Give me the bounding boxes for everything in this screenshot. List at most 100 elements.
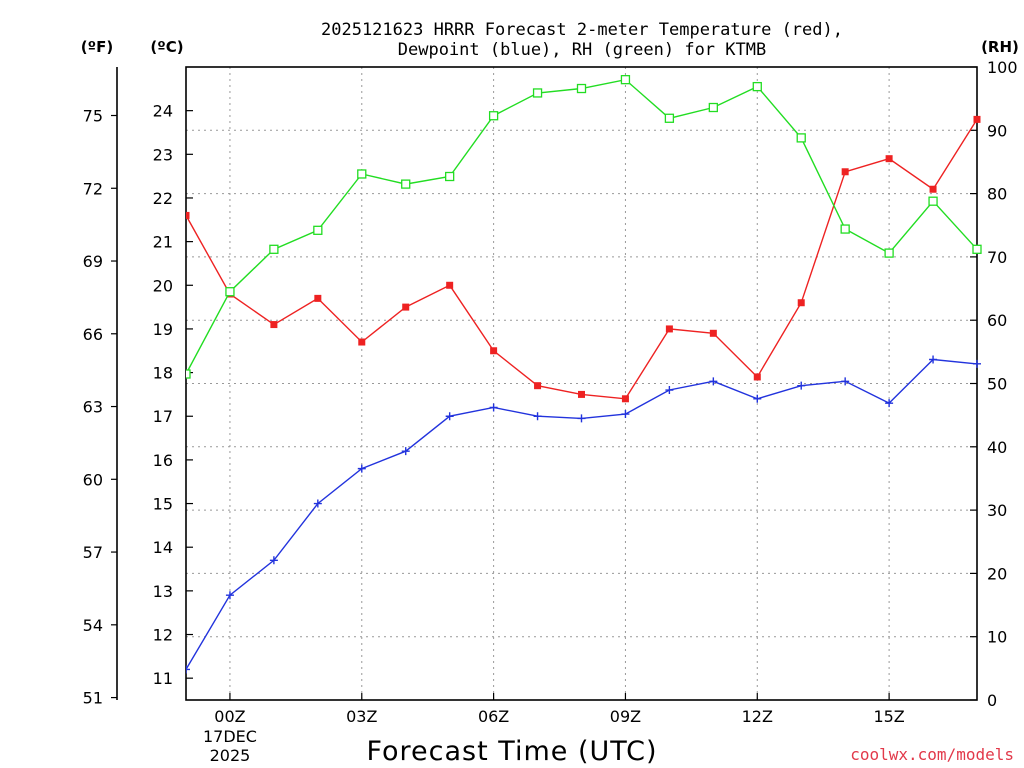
rh-point <box>884 248 894 258</box>
dewpoint-point <box>577 414 586 423</box>
dewpoint-point <box>445 412 454 421</box>
celsius-tick-label: 18 <box>153 364 173 383</box>
x-tick-label: 12Z <box>742 707 773 726</box>
x-year-label: 2025 <box>210 746 251 765</box>
rh-point <box>708 102 718 113</box>
dewpoint-series <box>186 355 981 674</box>
rh-tick-label: 0 <box>987 691 997 710</box>
rh-point <box>269 244 279 254</box>
rh-tick-label: 80 <box>987 185 1007 204</box>
fahrenheit-tick-label: 75 <box>83 107 103 126</box>
temperature-point <box>797 299 805 307</box>
temperature-point <box>885 155 893 163</box>
rh-tick-label: 90 <box>987 121 1007 140</box>
dewpoint-point <box>269 556 278 565</box>
dewpoint-point <box>709 377 718 386</box>
rh-tick-label: 30 <box>987 501 1007 520</box>
dewpoint-point <box>797 381 806 390</box>
dewpoint-point <box>885 399 894 408</box>
rh-point <box>576 83 587 94</box>
celsius-tick-label: 23 <box>153 145 173 164</box>
celsius-tick-label: 24 <box>153 102 173 121</box>
rh-tick-label: 70 <box>987 248 1007 267</box>
celsius-tick-label: 17 <box>153 407 173 426</box>
celsius-tick-label: 14 <box>153 538 173 557</box>
dewpoint-point <box>489 403 498 412</box>
dewpoint-point <box>533 412 542 421</box>
temperature-point <box>578 390 585 398</box>
fahrenheit-tick-label: 60 <box>83 470 103 489</box>
rh-point <box>532 88 543 98</box>
dewpoint-point <box>665 386 674 395</box>
temperature-point <box>665 325 673 333</box>
credit-text: coolwx.com/models <box>850 745 1014 764</box>
celsius-tick-label: 21 <box>153 233 173 252</box>
fahrenheit-tick-label: 72 <box>83 179 103 198</box>
temperature-point <box>358 338 366 346</box>
rh-unit-label: (RH) <box>981 38 1019 56</box>
rh-point <box>752 81 762 92</box>
temperature-point <box>186 211 190 219</box>
rh-tick-label: 50 <box>987 375 1007 394</box>
rh-point <box>445 171 455 182</box>
rh-point <box>313 225 323 235</box>
rh-series <box>186 75 982 379</box>
fahrenheit-tick-label: 51 <box>83 689 103 708</box>
chart-title-line2: Dewpoint (blue), RH (green) for KTMB <box>398 40 766 60</box>
rh-point <box>401 179 411 189</box>
celsius-tick-label: 12 <box>153 626 173 645</box>
x-axis-label: Forecast Time (UTC) <box>366 736 657 767</box>
dewpoint-point <box>753 394 762 403</box>
temperature-point <box>270 321 278 329</box>
celsius-tick-label: 15 <box>153 495 173 514</box>
x-tick-label: 06Z <box>478 707 509 726</box>
temperature-point <box>841 168 849 176</box>
rh-point <box>225 287 235 297</box>
fahrenheit-tick-label: 63 <box>83 398 103 417</box>
rh-point <box>972 244 982 254</box>
fahrenheit-tick-label: 54 <box>83 616 103 635</box>
dewpoint-point <box>401 447 410 456</box>
celsius-tick-label: 20 <box>153 276 173 295</box>
temperature-point <box>402 303 410 311</box>
celsius-tick-label: 11 <box>153 669 173 688</box>
temperature-point <box>490 347 498 355</box>
fahrenheit-tick-label: 57 <box>83 543 103 562</box>
rh-point <box>620 75 631 85</box>
rh-tick-label: 100 <box>987 58 1018 77</box>
rh-line <box>186 78 978 375</box>
rh-point <box>186 369 191 379</box>
rh-point <box>488 111 499 121</box>
temperature-point <box>709 329 717 337</box>
temperature-point <box>621 395 629 403</box>
temperature-point <box>973 115 981 123</box>
grid-layer <box>186 67 977 700</box>
series-layer <box>186 75 982 674</box>
dewpoint-point <box>225 591 234 600</box>
dewpoint-point <box>357 464 366 473</box>
fahrenheit-unit-label: (ºF) <box>81 38 113 56</box>
rh-tick-label: 20 <box>987 564 1007 583</box>
dewpoint-point <box>973 359 981 368</box>
fahrenheit-tick-label: 66 <box>83 325 103 344</box>
x-date-label: 17DEC <box>203 727 257 746</box>
dewpoint-line <box>186 358 978 670</box>
dewpoint-point <box>313 499 322 508</box>
temperature-point <box>534 382 542 390</box>
rh-point <box>796 133 806 143</box>
celsius-tick-label: 19 <box>153 320 173 339</box>
dewpoint-point <box>841 377 850 386</box>
rh-tick-label: 40 <box>987 438 1007 457</box>
x-tick-label: 09Z <box>610 707 641 726</box>
dewpoint-point <box>929 355 938 364</box>
temperature-point <box>929 185 937 193</box>
dewpoint-point <box>621 410 630 419</box>
rh-tick-label: 60 <box>987 311 1007 330</box>
axes-layer: 11 12 13 14 15 16 17 18 19 20 21 22 23 24 51 54 57 60 63 66… <box>83 58 1018 765</box>
temperature-point <box>314 294 322 302</box>
rh-point <box>357 169 367 179</box>
temperature-line <box>186 119 978 400</box>
celsius-tick-label: 13 <box>153 582 173 601</box>
temperature-point <box>446 281 454 289</box>
